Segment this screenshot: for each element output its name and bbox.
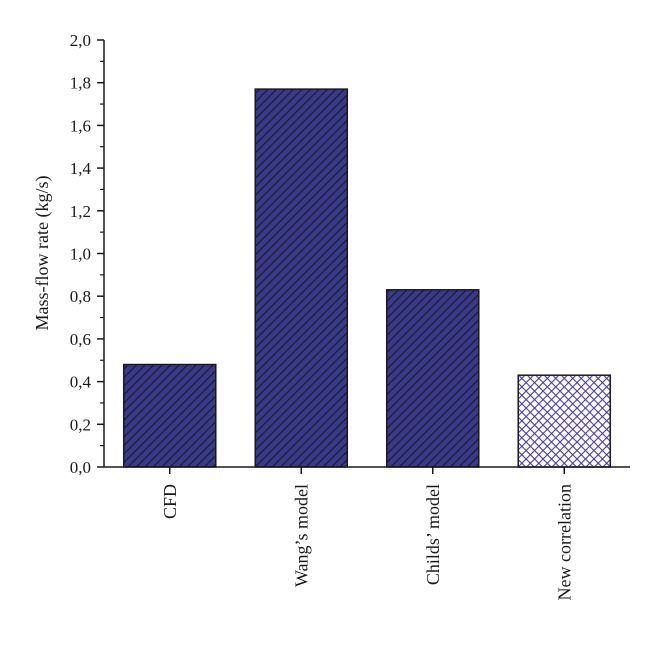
y-tick-label: 0,6 xyxy=(70,330,91,349)
y-axis-title: Mass-flow rate (kg/s) xyxy=(32,176,53,331)
y-tick-label: 1,6 xyxy=(70,116,91,135)
y-tick-label: 0,0 xyxy=(70,458,91,477)
x-axis-labels: CFD Wang’s model Childs’ model New correlat… xyxy=(160,467,574,600)
y-axis-ticks: 0,0 0,2 0,4 0,6 0,8 1,0 1,2 1,4 1,6 1,8 2,0 xyxy=(70,31,104,477)
y-tick-label: 2,0 xyxy=(70,31,91,50)
bar xyxy=(254,88,349,468)
y-tick-label: 1,8 xyxy=(70,74,91,93)
y-tick-label: 1,4 xyxy=(70,159,92,178)
y-tick-label: 1,2 xyxy=(70,202,91,221)
y-tick-label: 0,8 xyxy=(70,287,91,306)
x-category-label: Childs’ model xyxy=(423,484,443,585)
y-tick-label: 1,0 xyxy=(70,245,91,264)
bar xyxy=(122,363,217,468)
y-tick-label: 0,4 xyxy=(70,373,92,392)
x-category-label: Wang’s model xyxy=(291,484,311,587)
bars xyxy=(122,88,612,468)
x-category-label: CFD xyxy=(160,484,180,519)
bar xyxy=(517,374,612,468)
x-category-label: New correlation xyxy=(554,484,574,600)
y-tick-label: 0,2 xyxy=(70,415,91,434)
bar xyxy=(385,289,480,468)
